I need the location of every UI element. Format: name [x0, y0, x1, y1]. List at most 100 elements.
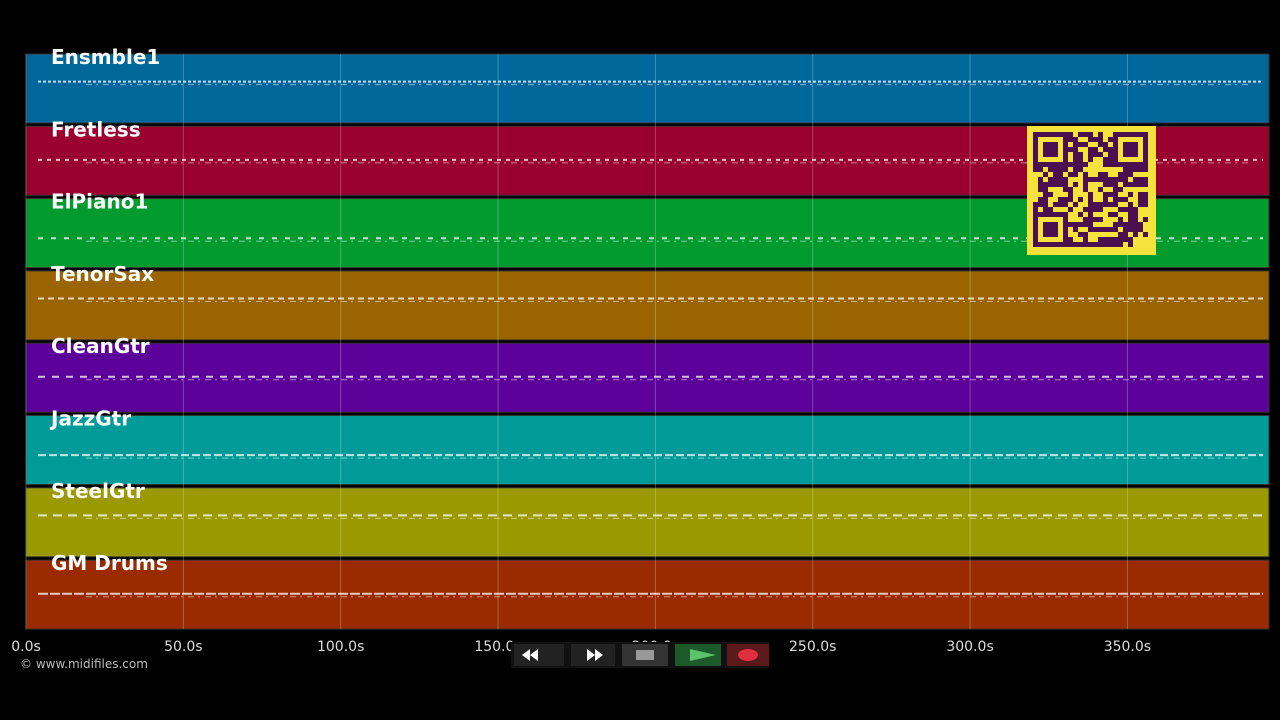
qr-module — [1113, 197, 1118, 202]
qr-module — [1068, 192, 1073, 197]
qr-module — [1128, 167, 1133, 172]
qr-module — [1143, 167, 1148, 172]
qr-module — [1033, 167, 1038, 172]
qr-module — [1098, 152, 1103, 157]
qr-module — [1138, 192, 1143, 197]
record-button[interactable] — [727, 644, 769, 666]
track-name: Fretless — [51, 117, 141, 141]
qr-module — [1118, 237, 1123, 242]
qr-module — [1103, 242, 1108, 247]
qr-module — [1088, 157, 1093, 162]
qr-module — [1043, 192, 1048, 197]
qr-module — [1098, 132, 1103, 137]
qr-module — [1098, 242, 1103, 247]
qr-module — [1103, 162, 1108, 167]
qr-module — [1048, 192, 1053, 197]
qr-module — [1098, 172, 1103, 177]
play-button[interactable] — [675, 644, 721, 666]
qr-module — [1058, 197, 1063, 202]
qr-module — [1078, 142, 1083, 147]
qr-module — [1113, 192, 1118, 197]
qr-module — [1083, 172, 1088, 177]
qr-module — [1043, 207, 1048, 212]
qr-module — [1133, 217, 1138, 222]
qr-module — [1113, 242, 1118, 247]
qr-module — [1078, 132, 1083, 137]
qr-module — [1053, 167, 1058, 172]
qr-module — [1088, 212, 1093, 217]
qr-module — [1093, 137, 1098, 142]
qr-module — [1103, 197, 1108, 202]
rewind-button[interactable] — [514, 644, 564, 666]
qr-module — [1073, 202, 1078, 207]
qr-module — [1118, 207, 1123, 212]
qr-module — [1088, 202, 1093, 207]
qr-module — [1108, 242, 1113, 247]
qr-module — [1093, 242, 1098, 247]
qr-module — [1073, 157, 1078, 162]
qr-module — [1133, 177, 1138, 182]
qr-module — [1083, 182, 1088, 187]
qr-module — [1088, 197, 1093, 202]
qr-module — [1088, 207, 1093, 212]
stop-button[interactable] — [622, 644, 668, 666]
qr-module — [1118, 187, 1123, 192]
qr-module — [1108, 157, 1113, 162]
qr-module — [1083, 222, 1088, 227]
qr-module — [1073, 152, 1078, 157]
qr-module — [1103, 147, 1108, 152]
qr-module — [1108, 162, 1113, 167]
qr-finder — [1033, 132, 1068, 167]
qr-module — [1048, 182, 1053, 187]
qr-module — [1083, 207, 1088, 212]
qr-module — [1128, 217, 1133, 222]
qr-module — [1138, 167, 1143, 172]
qr-module — [1048, 167, 1053, 172]
qr-module — [1093, 227, 1098, 232]
track-band — [25, 270, 1270, 341]
qr-module — [1128, 202, 1133, 207]
qr-module — [1113, 237, 1118, 242]
qr-module — [1078, 197, 1083, 202]
track-name: SteelGtr — [51, 479, 145, 503]
qr-module — [1088, 242, 1093, 247]
track-name: JazzGtr — [49, 407, 131, 431]
qr-module — [1053, 182, 1058, 187]
qr-module — [1088, 222, 1093, 227]
qr-module — [1033, 202, 1038, 207]
qr-module — [1098, 187, 1103, 192]
qr-module — [1138, 222, 1143, 227]
track-name: TenorSax — [51, 262, 154, 286]
qr-module — [1143, 197, 1148, 202]
qr-module — [1128, 212, 1133, 217]
qr-module — [1108, 227, 1113, 232]
qr-module — [1128, 207, 1133, 212]
qr-module — [1128, 242, 1133, 247]
qr-module — [1098, 207, 1103, 212]
qr-module — [1133, 232, 1138, 237]
qr-module — [1108, 147, 1113, 152]
qr-module — [1098, 142, 1103, 147]
qr-module — [1118, 232, 1123, 237]
track-name: GM Drums — [51, 551, 168, 575]
qr-module — [1103, 227, 1108, 232]
forward-button[interactable] — [571, 644, 615, 666]
qr-module — [1033, 207, 1038, 212]
track-band — [25, 53, 1270, 124]
qr-module — [1088, 137, 1093, 142]
x-tick-label: 150.0s — [474, 639, 521, 655]
qr-module — [1113, 227, 1118, 232]
qr-module — [1108, 212, 1113, 217]
qr-module — [1143, 182, 1148, 187]
qr-module — [1078, 152, 1083, 157]
qr-module — [1043, 182, 1048, 187]
qr-module — [1073, 222, 1078, 227]
qr-module — [1123, 222, 1128, 227]
qr-module — [1103, 177, 1108, 182]
qr-module — [1093, 207, 1098, 212]
qr-module — [1113, 222, 1118, 227]
qr-module — [1068, 207, 1073, 212]
qr-module — [1073, 172, 1078, 177]
qr-module — [1128, 227, 1133, 232]
